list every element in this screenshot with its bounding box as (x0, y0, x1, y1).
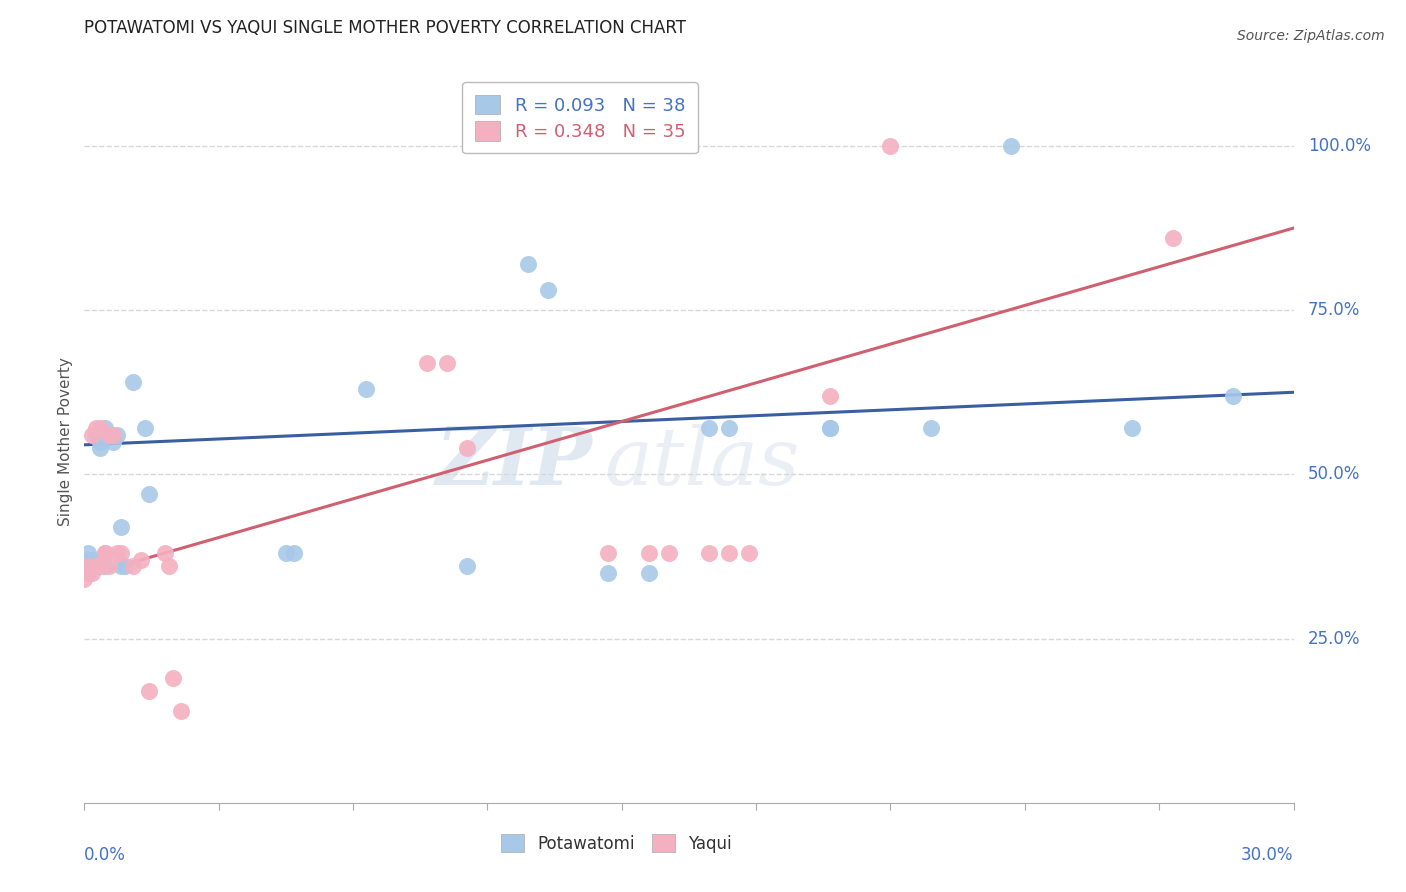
Point (101, 428, 124, 442)
Point (738, 546, 761, 560)
Point (456, 559, 478, 574)
Point (97, 428, 120, 442)
Point (718, 421, 741, 435)
Point (77, 559, 100, 574)
Point (101, 434, 124, 449)
Point (93, 546, 115, 560)
Point (97, 428, 120, 442)
Point (93, 421, 115, 435)
Point (516, 257, 538, 271)
Point (598, 546, 620, 560)
Point (1161, 231, 1184, 245)
Point (86, 559, 108, 574)
Point (274, 546, 297, 560)
Point (818, 421, 841, 435)
Text: 30.0%: 30.0% (1241, 847, 1294, 864)
Point (97, 559, 120, 574)
Point (89, 421, 111, 435)
Point (920, 421, 942, 435)
Text: 25.0%: 25.0% (1308, 630, 1361, 648)
Point (1121, 421, 1143, 435)
Point (138, 487, 160, 501)
Point (598, 566, 620, 580)
Point (879, 139, 901, 153)
Point (658, 546, 681, 560)
Text: Source: ZipAtlas.com: Source: ZipAtlas.com (1237, 29, 1385, 43)
Point (89, 559, 111, 574)
Point (697, 421, 720, 435)
Point (697, 546, 720, 560)
Text: ZIP: ZIP (436, 425, 592, 502)
Point (283, 546, 305, 560)
Point (162, 671, 184, 685)
Text: 50.0%: 50.0% (1308, 466, 1361, 483)
Point (82, 566, 104, 580)
Point (637, 546, 659, 560)
Point (110, 520, 132, 534)
Point (356, 382, 378, 396)
Point (718, 546, 741, 560)
Point (110, 546, 132, 560)
Text: 0.0%: 0.0% (84, 847, 127, 864)
Point (82, 428, 104, 442)
Point (114, 559, 136, 574)
Point (138, 684, 160, 698)
Point (77, 553, 100, 567)
Point (416, 356, 439, 370)
Point (110, 559, 132, 574)
Point (105, 546, 128, 560)
Point (153, 546, 176, 560)
Point (89, 428, 111, 442)
Point (86, 428, 108, 442)
Text: 100.0%: 100.0% (1308, 137, 1371, 155)
Point (456, 441, 478, 455)
Point (157, 559, 180, 574)
Point (818, 388, 841, 402)
Point (1000, 139, 1022, 153)
Point (86, 559, 108, 574)
Point (89, 434, 111, 449)
Point (93, 559, 115, 574)
Point (436, 356, 458, 370)
Point (73, 573, 96, 587)
Point (77, 546, 100, 560)
Text: 75.0%: 75.0% (1308, 301, 1361, 319)
Point (637, 566, 659, 580)
Point (129, 553, 152, 567)
Point (77, 566, 100, 580)
Point (89, 441, 111, 455)
Legend: Potawatomi, Yaqui: Potawatomi, Yaqui (494, 828, 738, 860)
Point (105, 428, 128, 442)
Point (170, 704, 193, 718)
Point (93, 546, 115, 560)
Text: POTAWATOMI VS YAQUI SINGLE MOTHER POVERTY CORRELATION CHART: POTAWATOMI VS YAQUI SINGLE MOTHER POVERT… (84, 19, 686, 37)
Point (82, 553, 104, 567)
Point (818, 421, 841, 435)
Text: atlas: atlas (605, 425, 800, 502)
Point (82, 559, 104, 574)
Point (121, 376, 143, 390)
Point (537, 284, 560, 298)
Y-axis label: Single Mother Poverty: Single Mother Poverty (58, 357, 73, 526)
Point (134, 421, 156, 435)
Point (121, 559, 143, 574)
Point (82, 553, 104, 567)
Point (86, 421, 108, 435)
Point (77, 553, 100, 567)
Point (1222, 388, 1244, 402)
